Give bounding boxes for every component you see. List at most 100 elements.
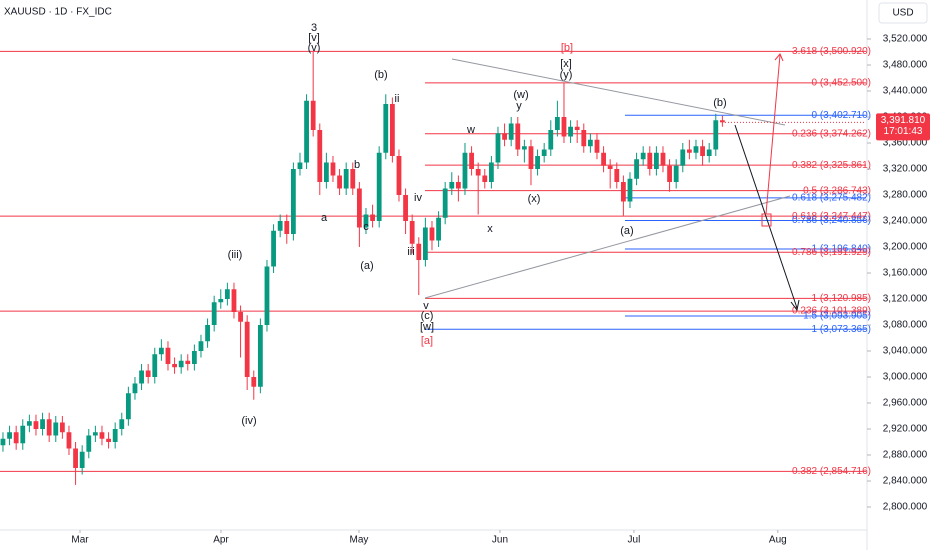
- candle-body: [693, 146, 699, 153]
- candle-body: [363, 214, 369, 228]
- candle-body: [673, 165, 679, 182]
- candle-body: [33, 421, 39, 429]
- arrow: [734, 124, 798, 309]
- candle-body: [370, 214, 375, 221]
- candle-body: [238, 311, 243, 322]
- candle-body: [396, 155, 402, 195]
- candle-body: [376, 152, 382, 221]
- candle-body: [106, 438, 111, 442]
- candle-body: [251, 376, 257, 387]
- candle-body: [73, 448, 78, 468]
- candle-body: [356, 188, 362, 228]
- fib-level-label: 0.236 (3,101.389): [792, 306, 871, 317]
- wave-label: (a): [620, 225, 633, 237]
- y-tick-label: 3,240.000: [883, 216, 928, 227]
- candle-body: [548, 129, 554, 150]
- fib-level-label: 1 (3,073.365): [812, 324, 872, 335]
- fib-level-label: 0.5 (3,286.743): [803, 185, 871, 196]
- candle-body: [660, 152, 666, 166]
- candle-body: [191, 350, 197, 364]
- candle-body: [594, 139, 600, 153]
- fib-level-label: 1 (3,120.985): [812, 293, 872, 304]
- annotations: 3[v](v) (b) ii b a c (a) iv iii v(c)[w] [a] (iii) (i…: [228, 22, 727, 427]
- fib-level-label: 3.618 (3,500.920): [792, 46, 871, 57]
- candle-body: [337, 175, 342, 189]
- candle-body: [0, 438, 6, 446]
- candle-body: [686, 149, 692, 153]
- last-price-label: 3,391.810: [881, 115, 926, 126]
- levels: 3.618 (3,500.920) 0 (3,452.500) 0 (3,402.7…: [0, 46, 871, 477]
- last-price-box: [876, 113, 930, 141]
- candle-body: [680, 149, 686, 166]
- candle-body: [132, 383, 138, 394]
- candle-body: [561, 116, 567, 137]
- x-tick-label: Aug: [769, 535, 787, 546]
- candle-body: [620, 181, 626, 202]
- wave-label: c: [363, 221, 369, 233]
- wave-label: (iii): [228, 249, 243, 261]
- y-tick-label: 3,360.000: [883, 138, 928, 149]
- candle-body: [482, 175, 488, 182]
- wave-label: [v]: [308, 32, 320, 44]
- candle-body: [40, 419, 45, 429]
- candle-body: [224, 289, 230, 299]
- candle-body: [218, 298, 224, 303]
- candle-body: [66, 432, 72, 449]
- candle-body: [343, 168, 349, 189]
- candle-body: [257, 324, 263, 387]
- fib-level-label: 0.786 (3,240.856): [792, 215, 871, 226]
- candle-body: [317, 129, 323, 182]
- wave-label: (iv): [241, 415, 256, 427]
- candle-body: [13, 432, 19, 444]
- candle-body: [502, 133, 507, 140]
- fib-level-label: 0.618 (3,247.447): [792, 211, 871, 222]
- x-tick-label: Apr: [213, 535, 229, 546]
- candle-body: [442, 188, 448, 218]
- currency-box[interactable]: [878, 2, 928, 24]
- candle-body: [350, 168, 356, 189]
- candle-body: [535, 155, 540, 169]
- wave-label: [a]: [421, 335, 433, 347]
- fib-level-label: 0.618 (3,275.482): [792, 193, 871, 204]
- y-tick-label: 3,280.000: [883, 190, 928, 201]
- currency[interactable]: USD: [892, 8, 913, 19]
- wave-label: (v): [308, 42, 321, 54]
- wave-label: [w]: [420, 321, 434, 333]
- wave-label: (x): [528, 193, 541, 205]
- y-tick-label: 3,120.000: [883, 294, 928, 305]
- candle-body: [231, 289, 237, 312]
- candle-body: [700, 146, 705, 156]
- candle-body: [310, 100, 316, 130]
- candle-body: [119, 419, 125, 429]
- wave-label: (y): [560, 69, 573, 81]
- candle-body: [647, 152, 653, 169]
- y-tick-label: 3,000.000: [883, 372, 928, 383]
- candle-body: [455, 181, 461, 189]
- candle-body: [125, 393, 131, 420]
- wave-label: [b]: [561, 42, 573, 54]
- x-tick-label: Mar: [71, 535, 89, 546]
- candle-body: [59, 422, 65, 433]
- wave-label: iii: [407, 246, 414, 258]
- candle-body: [7, 432, 12, 439]
- y-tick-label: 2,800.000: [883, 502, 928, 513]
- candle-body: [667, 165, 672, 182]
- arrow-head: [774, 53, 784, 62]
- candle-body: [614, 168, 620, 182]
- candle-body: [389, 103, 395, 156]
- candle-body: [297, 162, 303, 169]
- candle-body: [574, 126, 580, 130]
- fib-level-label: 0.382 (2,854.716): [792, 466, 871, 477]
- candle-body: [330, 162, 336, 176]
- candle-body: [271, 230, 276, 267]
- axis: 2,800.000 2,840.000 2,880.000 2,920.000 2,96…: [71, 34, 930, 546]
- candle-body: [640, 152, 646, 160]
- fib-level-label: 1.5 (3,093.905): [803, 311, 871, 322]
- candle-body: [290, 168, 296, 234]
- candle-body: [653, 152, 659, 169]
- candle-body: [26, 421, 32, 426]
- candle-body: [488, 162, 494, 182]
- fib-level-label: 0.236 (3,374.262): [792, 128, 871, 139]
- candle-body: [383, 103, 389, 153]
